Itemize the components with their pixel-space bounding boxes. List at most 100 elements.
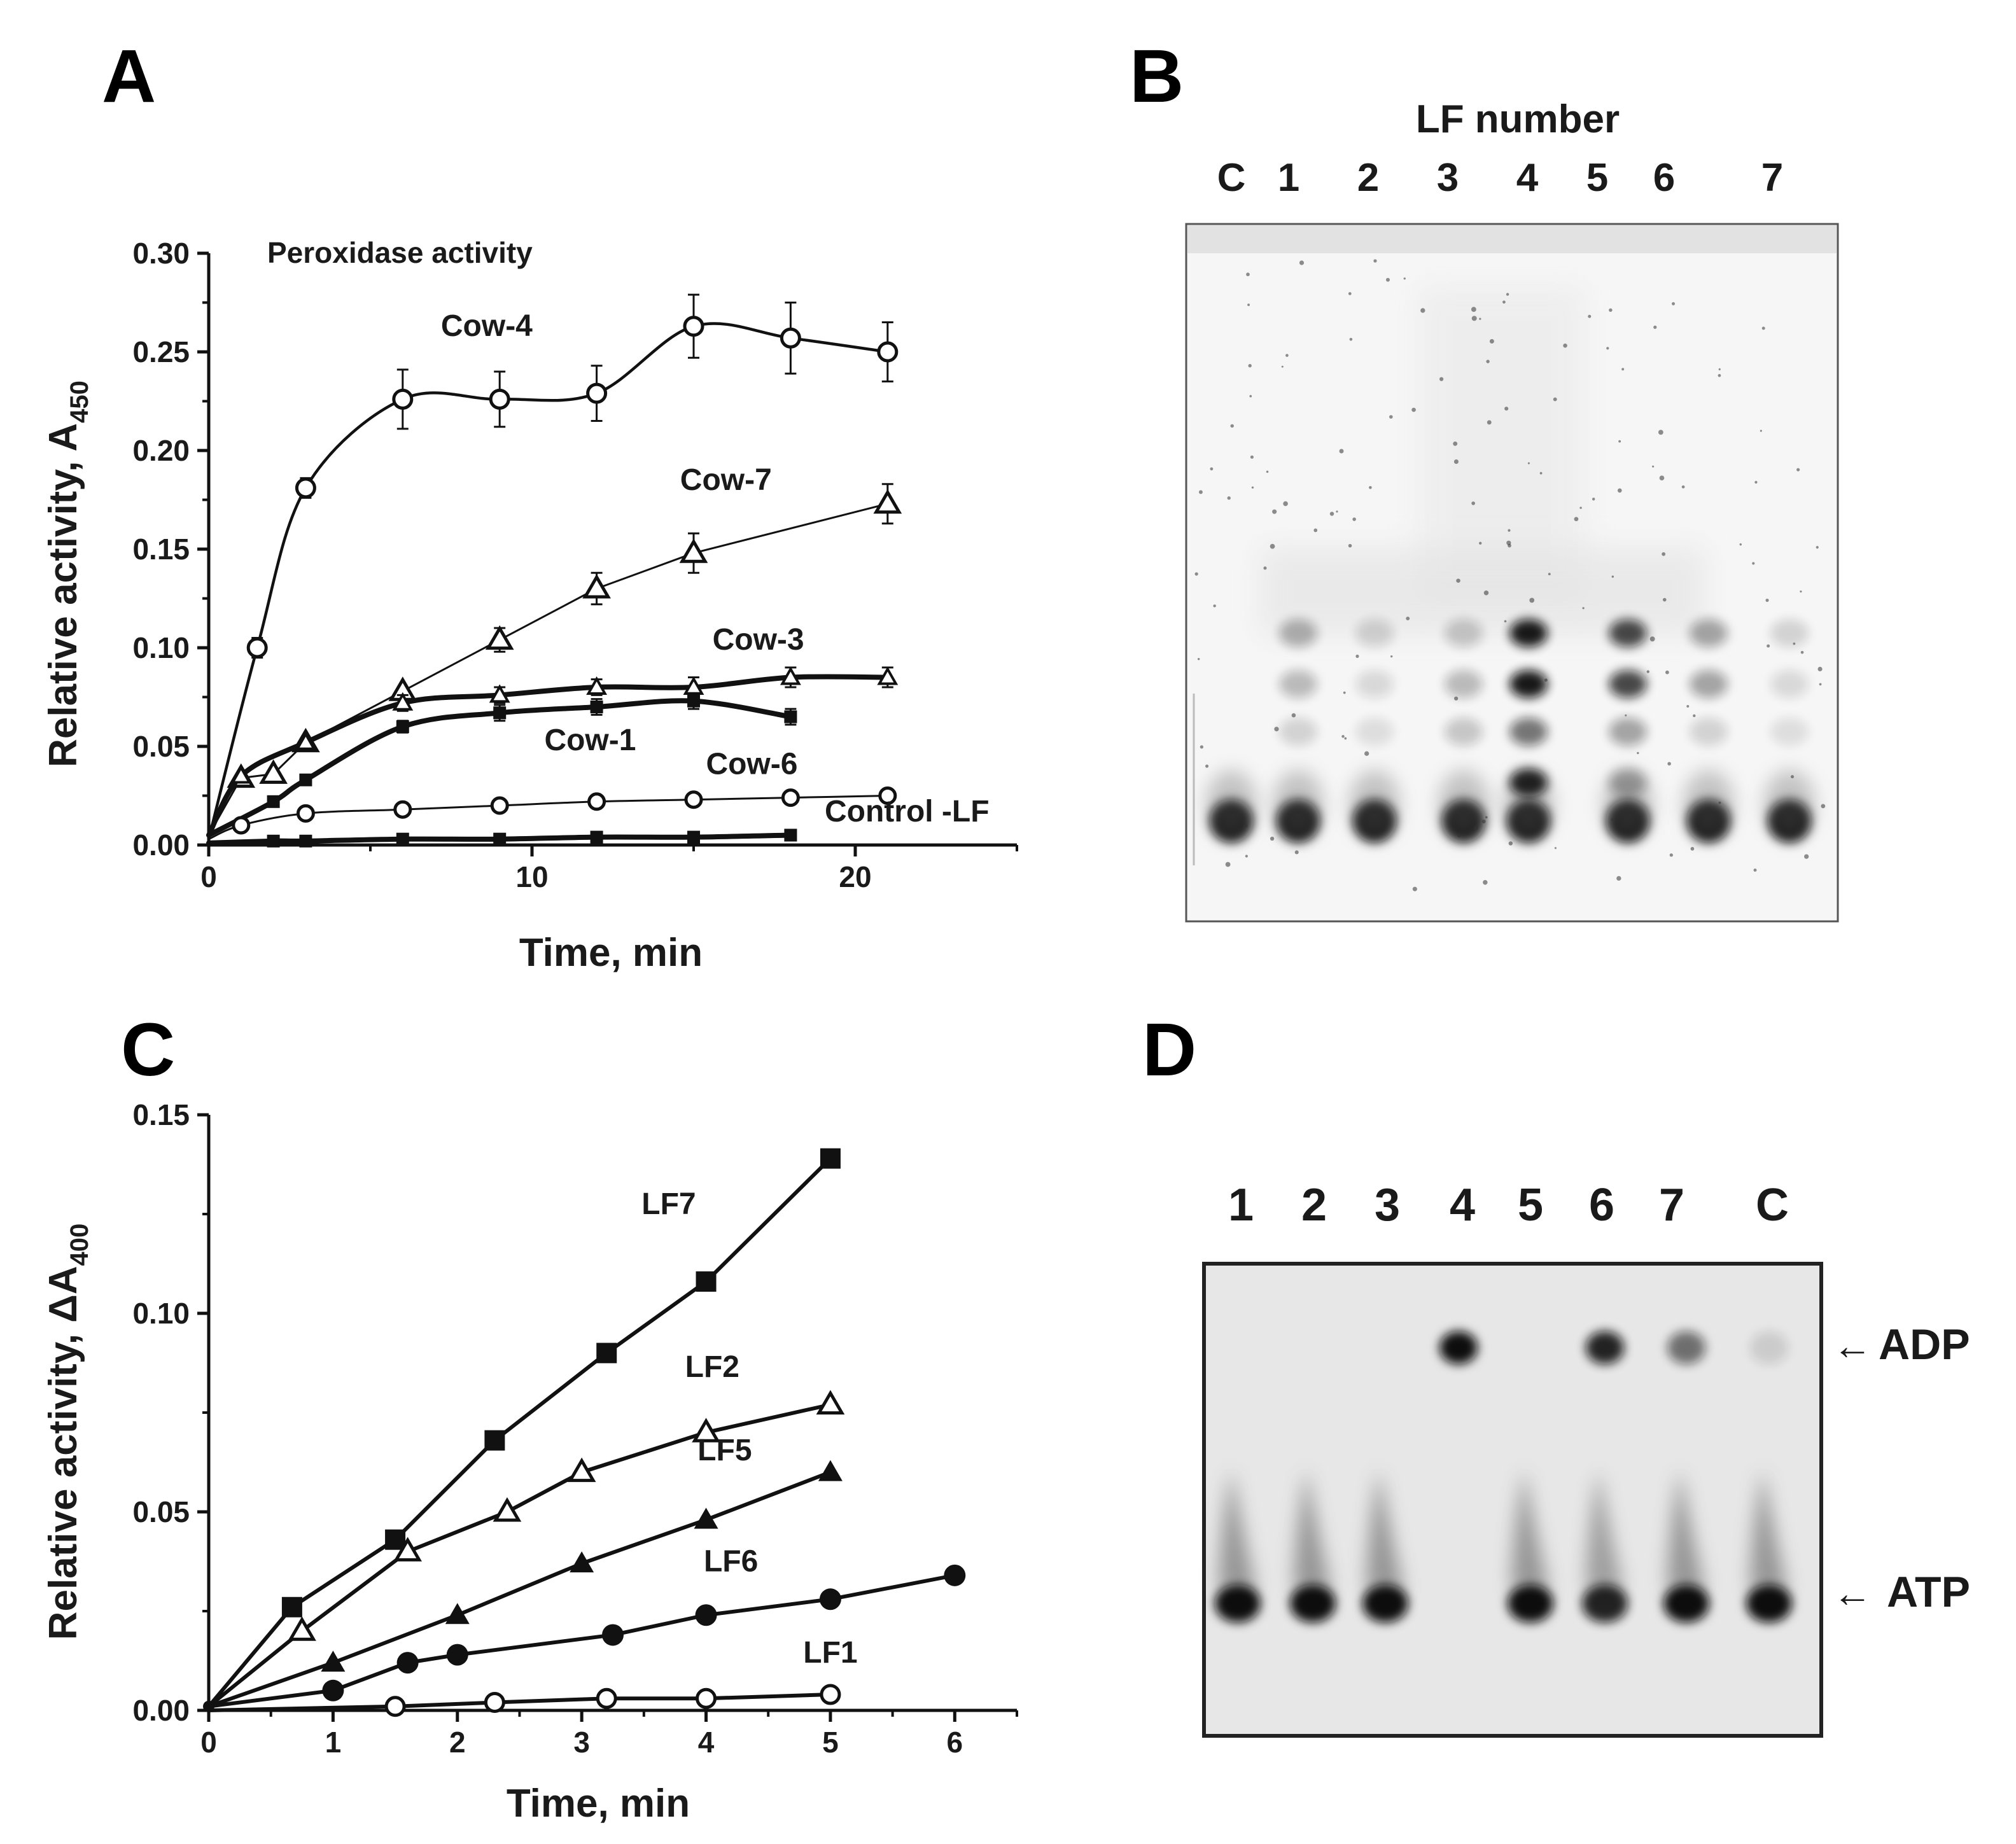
- atp-streak: [1667, 1470, 1705, 1591]
- panel-c: C 0 1 2 3 4 5 60.000.050.100.15 LF7LF2LF5LF6LF…: [41, 1008, 1018, 1826]
- speck: [1579, 506, 1582, 509]
- speck: [1681, 485, 1685, 489]
- speck: [1348, 543, 1352, 548]
- spot-band: [1509, 619, 1548, 647]
- panel-a-xtick-label: 20: [839, 860, 871, 893]
- panel-b-lane-label-4: 4: [1516, 156, 1539, 200]
- lf1-point: [596, 1687, 617, 1709]
- speck: [1439, 377, 1444, 381]
- panel-a-xlabel: Time, min: [519, 931, 703, 975]
- speck: [1406, 617, 1410, 620]
- panel-c-xtick-label: 5: [822, 1726, 839, 1759]
- cow-6-point: [587, 792, 606, 811]
- speck: [1272, 509, 1277, 514]
- speck: [1270, 543, 1275, 549]
- cow-7-point: [679, 538, 708, 563]
- annotation-cow-3: Cow-3: [713, 623, 804, 657]
- cow-3-point: [295, 731, 316, 750]
- speck: [1508, 529, 1511, 532]
- panel-c-series: [203, 1148, 966, 1717]
- speck: [1506, 293, 1509, 296]
- lf6-line: [208, 1573, 955, 1708]
- speck: [1665, 670, 1669, 674]
- speck: [1796, 468, 1800, 471]
- speck: [1227, 496, 1231, 500]
- cow-4-point: [780, 327, 801, 349]
- panel-c-ytick-label: 0.05: [132, 1495, 190, 1528]
- speck: [1251, 486, 1254, 489]
- cow-4-point: [295, 477, 316, 499]
- atp-streak: [1586, 1470, 1624, 1591]
- annotation-lf6: LF6: [704, 1545, 758, 1579]
- speck: [1281, 365, 1284, 368]
- panel-d-lane-label-4: 4: [1450, 1180, 1475, 1231]
- spot-band: [1609, 718, 1647, 746]
- annotation-control-lf: Control -LF: [825, 795, 990, 828]
- speck: [1483, 880, 1488, 885]
- atp-streak: [1219, 1470, 1257, 1591]
- speck: [1693, 714, 1696, 718]
- lf6-point: [446, 1644, 468, 1666]
- panel-b-lane-label-6: 6: [1653, 156, 1675, 200]
- speck: [1250, 455, 1254, 459]
- panel-d-adp-label: ADP: [1879, 1320, 1970, 1369]
- panel-c-xtick-label: 4: [698, 1726, 715, 1759]
- series-lf7: [207, 1148, 841, 1708]
- speck: [1804, 854, 1809, 859]
- cow-1-point: [590, 701, 603, 713]
- speck: [1247, 304, 1250, 307]
- lf7-point: [385, 1529, 406, 1550]
- cow-6-point: [490, 796, 509, 815]
- cow-3-point: [489, 684, 510, 703]
- speck: [1454, 696, 1459, 701]
- panel-c-xtick-label: 2: [449, 1726, 466, 1759]
- speck: [1243, 823, 1248, 828]
- cow-6-point: [232, 816, 251, 835]
- spot-band: [1770, 619, 1809, 647]
- speck: [1563, 343, 1567, 348]
- speck: [1343, 691, 1346, 694]
- spot-halo: [1273, 770, 1324, 840]
- cow-6-point: [393, 800, 412, 819]
- speck: [1539, 471, 1543, 475]
- panel-c-ylabel-sub: 400: [66, 1224, 94, 1266]
- panel-a-ylabel: Relative activity, A450: [41, 381, 94, 767]
- speck: [1609, 308, 1613, 312]
- series-cow-1: [206, 692, 797, 838]
- lf7-point: [484, 1430, 505, 1451]
- panel-d-lane-label-c: C: [1756, 1180, 1789, 1231]
- speck: [1504, 620, 1507, 623]
- speck: [1760, 430, 1762, 432]
- annotation-cow-4: Cow-4: [441, 309, 533, 343]
- series-lf5: [208, 1460, 843, 1708]
- panel-b-gel-top-band: [1187, 225, 1837, 253]
- speck: [1487, 420, 1492, 425]
- lf7-point: [281, 1596, 302, 1617]
- speck: [1369, 485, 1372, 489]
- speck: [1336, 510, 1338, 513]
- panel-c-ytick-label: 0.00: [132, 1694, 190, 1727]
- speck: [1486, 360, 1490, 363]
- speck: [1453, 441, 1458, 446]
- speck: [1352, 517, 1356, 521]
- speck: [1266, 470, 1269, 473]
- speck: [1686, 704, 1690, 708]
- speck: [1588, 314, 1592, 318]
- speck: [1816, 546, 1819, 549]
- speck: [1761, 326, 1765, 330]
- panel-c-xlabel: Time, min: [507, 1782, 690, 1826]
- atp-streak: [1294, 1470, 1332, 1591]
- speck: [1263, 566, 1267, 570]
- speck: [1420, 308, 1425, 313]
- atp-spot: [1746, 1584, 1792, 1623]
- speck: [1508, 543, 1511, 548]
- spot-band: [1509, 769, 1548, 797]
- speck: [1474, 825, 1478, 830]
- speck: [1669, 853, 1673, 857]
- panel-b-gel: [1185, 223, 1839, 923]
- control-lf-point: [493, 832, 507, 846]
- panel-d-lane-label-5: 5: [1518, 1180, 1543, 1231]
- lf6-point: [695, 1604, 717, 1626]
